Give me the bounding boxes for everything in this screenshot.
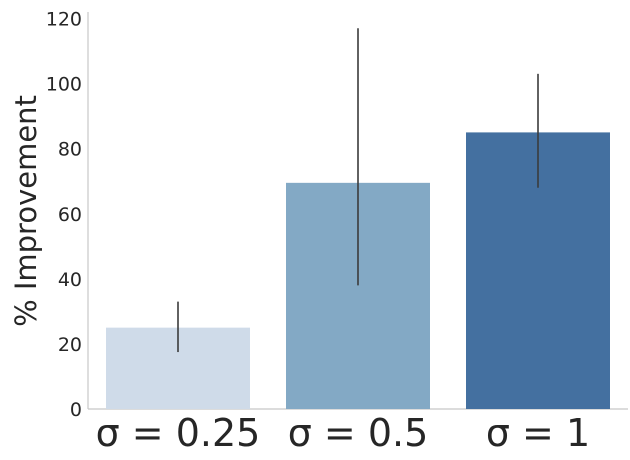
y-tick-label-1: 20 — [58, 334, 82, 356]
x-tick-label-0: σ = 0.25 — [96, 411, 261, 455]
y-tick-label-6: 120 — [46, 9, 82, 31]
y-tick-label-0: 0 — [70, 399, 82, 421]
x-ticks-group: σ = 0.25 σ = 0.5 σ = 1 — [96, 411, 590, 455]
error-bars-group — [177, 28, 539, 353]
y-tick-label-5: 100 — [46, 74, 82, 96]
x-tick-label-2: σ = 1 — [486, 411, 590, 455]
x-tick-label-1: σ = 0.5 — [288, 411, 429, 455]
y-axis-label: % Improvement — [9, 95, 43, 327]
y-tick-label-3: 60 — [58, 204, 82, 226]
y-ticks-group: 0 20 40 60 80 100 120 — [46, 9, 82, 421]
y-tick-label-2: 40 — [58, 269, 82, 291]
y-tick-label-4: 80 — [58, 139, 82, 161]
